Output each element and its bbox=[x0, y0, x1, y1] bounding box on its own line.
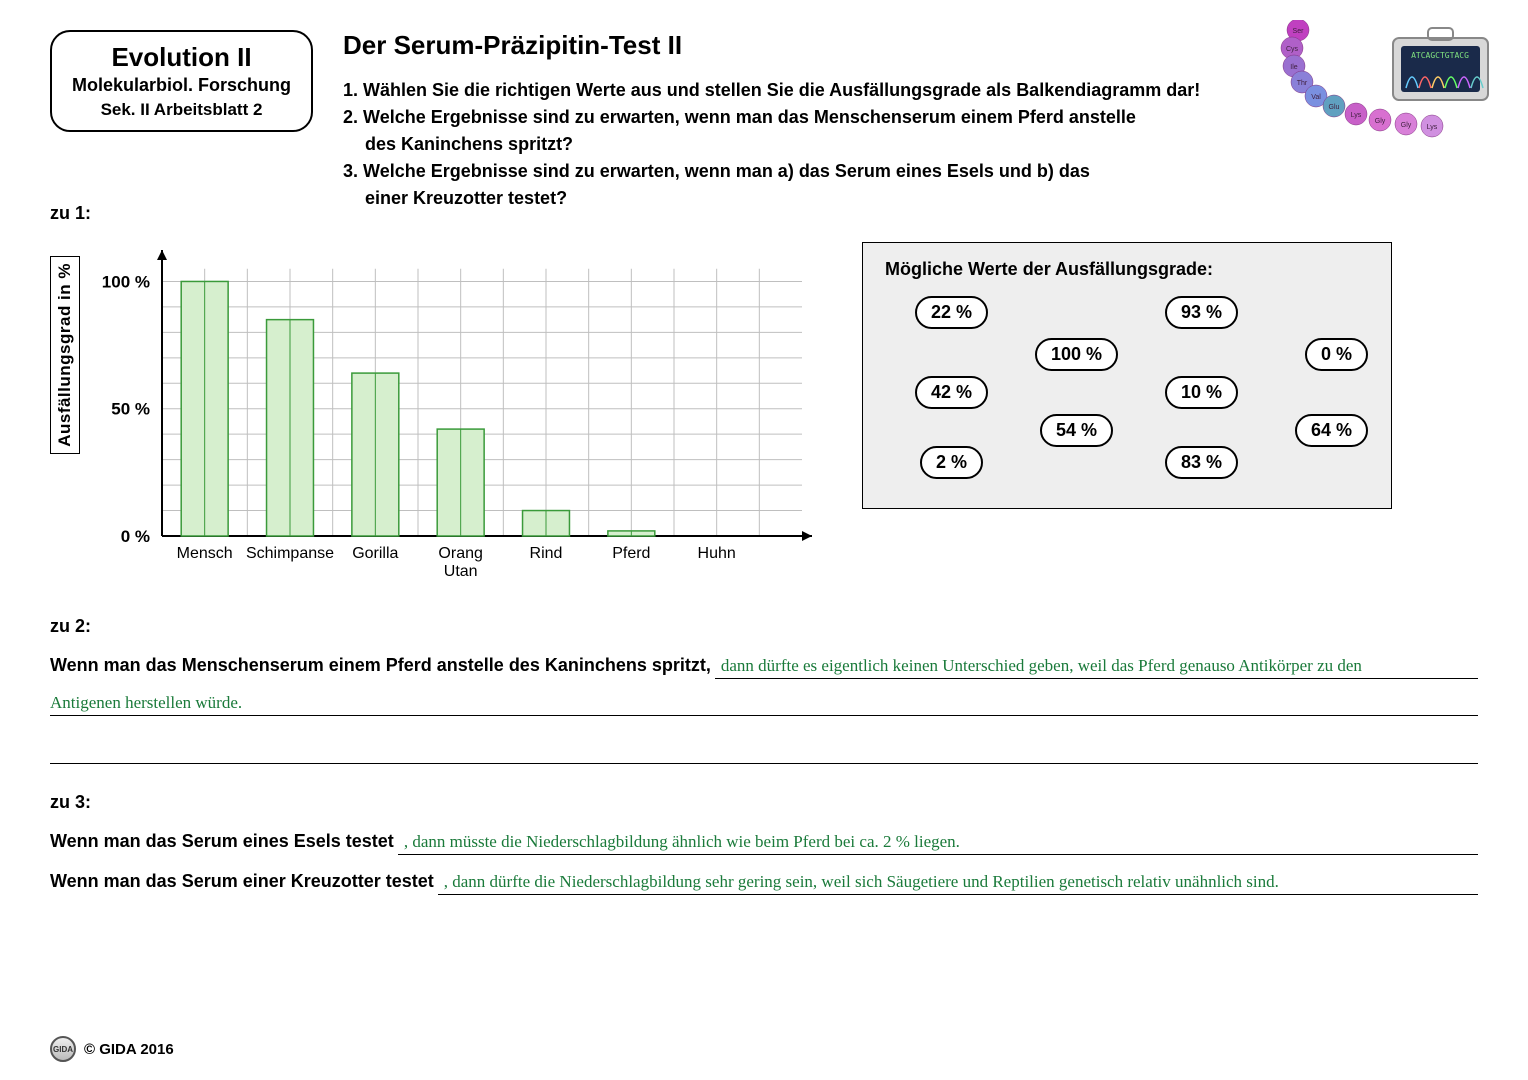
y-tick-label: 0 % bbox=[121, 527, 150, 546]
x-tick-label: Gorilla bbox=[352, 545, 398, 562]
y-tick-label: 100 % bbox=[102, 272, 150, 291]
answer3a-prompt: Wenn man das Serum eines Esels testet bbox=[50, 831, 398, 855]
svg-text:Ser: Ser bbox=[1293, 28, 1305, 35]
answer3b-text: , dann dürfte die Niederschlagbildung se… bbox=[438, 872, 1478, 895]
svg-text:Gly: Gly bbox=[1375, 118, 1386, 125]
answer2-text-a: dann dürfte es eigentlich keinen Untersc… bbox=[715, 656, 1478, 679]
value-chip: 0 % bbox=[1305, 338, 1368, 371]
x-tick-label: Pferd bbox=[612, 545, 650, 562]
possible-values-box: Mögliche Werte der Ausfällungsgrade: 22 … bbox=[862, 242, 1392, 509]
footer: GIDA © GIDA 2016 bbox=[50, 1036, 174, 1062]
value-chip: 54 % bbox=[1040, 414, 1113, 447]
value-chip: 64 % bbox=[1295, 414, 1368, 447]
y-axis-label-box: Ausfällungsgrad in % bbox=[50, 256, 80, 454]
value-chip: 2 % bbox=[920, 446, 983, 479]
svg-text:Lys: Lys bbox=[1351, 112, 1362, 119]
values-box-title: Mögliche Werte der Ausfällungsgrade: bbox=[885, 259, 1369, 280]
question-3b: einer Kreuzotter testet? bbox=[343, 185, 1478, 212]
title-line1: Evolution II bbox=[72, 42, 291, 73]
value-chip: 100 % bbox=[1035, 338, 1118, 371]
question-3a: 3. Welche Ergebnisse sind zu erwarten, w… bbox=[343, 158, 1478, 185]
x-tick-label: Utan bbox=[444, 563, 478, 580]
dna-logo-icon: ATCAGCTGTACG Ser Cys Ile ThrVal Glu Lys Gly Gly L… bbox=[1278, 20, 1498, 150]
value-chip: 10 % bbox=[1165, 376, 1238, 409]
x-tick-label: Schimpanse bbox=[246, 545, 334, 562]
svg-text:Val: Val bbox=[1311, 94, 1321, 101]
title-line3: Sek. II Arbeitsblatt 2 bbox=[72, 100, 291, 120]
label-zu1: zu 1: bbox=[50, 203, 91, 224]
value-chip: 83 % bbox=[1165, 446, 1238, 479]
bar-chart: 0 % 50 % 100 % Mensch Schimpanse Gorilla Orang… bbox=[92, 242, 822, 586]
x-tick-label: Mensch bbox=[177, 545, 233, 562]
svg-text:ATCAGCTGTACG: ATCAGCTGTACG bbox=[1411, 51, 1469, 60]
y-tick-label: 50 % bbox=[111, 400, 150, 419]
worksheet-title-box: Evolution II Molekularbiol. Forschung Se… bbox=[50, 30, 313, 132]
svg-text:Glu: Glu bbox=[1329, 104, 1340, 111]
label-zu2: zu 2: bbox=[50, 616, 1478, 637]
answer2-prompt: Wenn man das Menschenserum einem Pferd a… bbox=[50, 655, 715, 679]
value-chip: 42 % bbox=[915, 376, 988, 409]
x-tick-label: Orang bbox=[438, 545, 482, 562]
copyright-text: © GIDA 2016 bbox=[84, 1041, 174, 1058]
svg-text:Gly: Gly bbox=[1401, 122, 1412, 129]
x-tick-label: Huhn bbox=[698, 545, 736, 562]
value-chip: 22 % bbox=[915, 296, 988, 329]
answer3a-text: , dann müsste die Niederschlagbildung äh… bbox=[398, 832, 1478, 855]
answer3b-prompt: Wenn man das Serum einer Kreuzotter test… bbox=[50, 871, 438, 895]
y-axis-label: Ausfällungsgrad in % bbox=[55, 263, 75, 447]
title-line2: Molekularbiol. Forschung bbox=[72, 75, 291, 96]
svg-text:Ile: Ile bbox=[1290, 64, 1298, 71]
blank-line bbox=[50, 734, 1478, 764]
svg-text:Lys: Lys bbox=[1427, 124, 1438, 131]
label-zu3: zu 3: bbox=[50, 792, 1478, 813]
x-tick-label: Rind bbox=[530, 545, 563, 562]
svg-text:Thr: Thr bbox=[1297, 80, 1308, 87]
gida-badge-icon: GIDA bbox=[50, 1036, 76, 1062]
svg-text:Cys: Cys bbox=[1286, 46, 1299, 53]
answer2-text-b: Antigenen herstellen würde. bbox=[50, 693, 1478, 716]
value-chip: 93 % bbox=[1165, 296, 1238, 329]
